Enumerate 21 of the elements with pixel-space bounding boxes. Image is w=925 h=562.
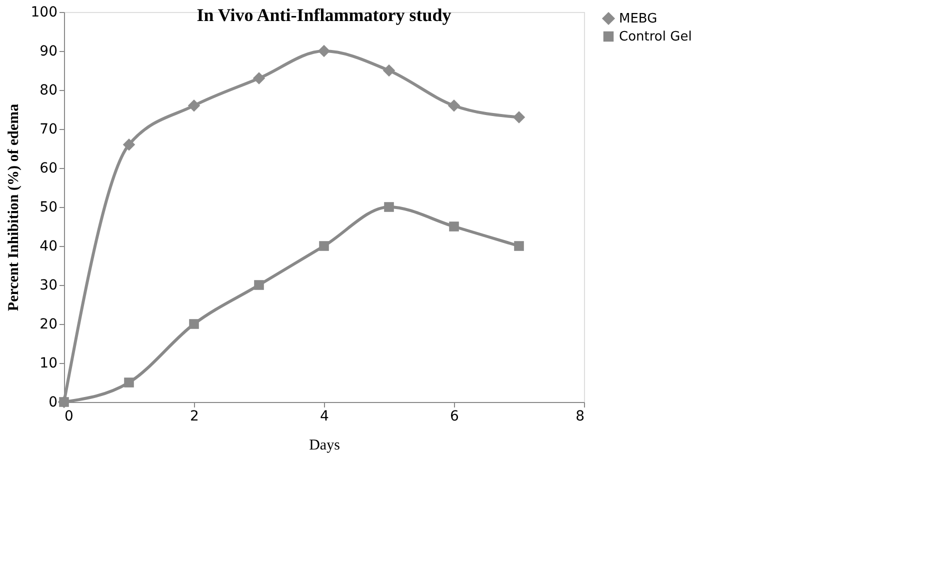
y-tick-label: 50 — [40, 200, 58, 216]
y-tick-label: 60 — [40, 160, 58, 176]
y-tick-label: 90 — [40, 44, 58, 60]
legend-label: MEBG — [619, 12, 658, 26]
y-tick-label: 0 — [48, 394, 58, 410]
x-tick-label: 0 — [64, 408, 74, 424]
y-tick-label: 40 — [40, 238, 58, 254]
y-tick-label: 70 — [40, 122, 58, 138]
chart-title: In Vivo Anti-Inflammatory study — [196, 5, 452, 25]
x-tick-label: 2 — [190, 408, 199, 424]
y-tick-label: 20 — [40, 316, 58, 332]
legend-label: Control Gel — [619, 30, 692, 44]
y-tick-label: 100 — [30, 4, 58, 20]
y-tick-label: 80 — [40, 82, 58, 98]
x-tick-label: 4 — [320, 408, 330, 424]
x-tick-label: 6 — [450, 408, 460, 424]
x-axis-title: Days — [309, 438, 340, 454]
x-tick-label: 8 — [576, 408, 584, 424]
y-axis-title: Percent Inhibition (%) of edema — [6, 103, 22, 312]
y-tick-label: 10 — [40, 356, 58, 372]
y-tick-label: 30 — [40, 278, 58, 294]
